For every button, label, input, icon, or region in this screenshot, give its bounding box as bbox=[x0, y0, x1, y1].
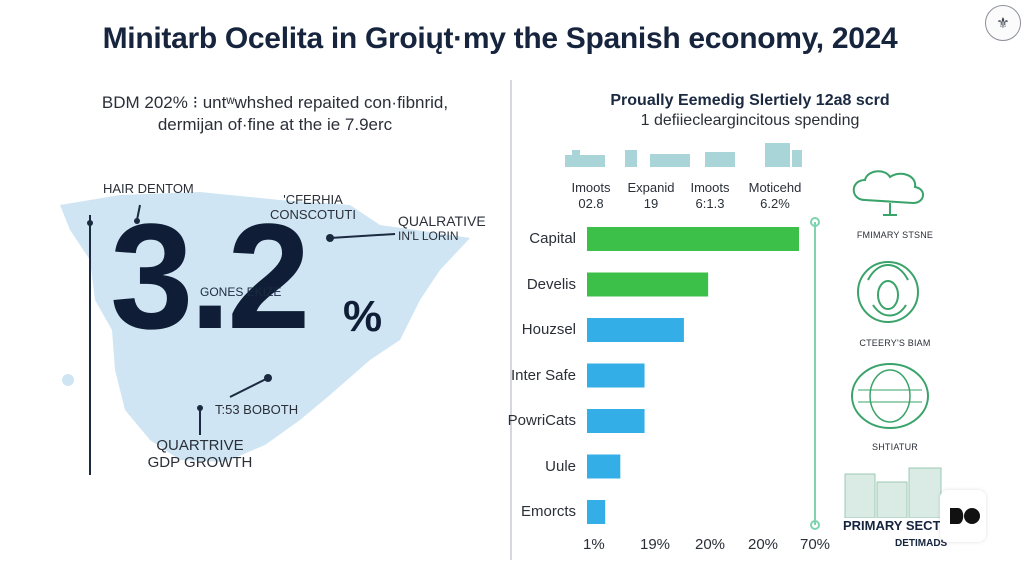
stat-4-value: 6.2% bbox=[760, 196, 790, 211]
side-label-1: FMIMARY STSNE bbox=[856, 230, 934, 240]
x-tick-label: 1% bbox=[583, 536, 605, 553]
primary-sector-sub: DETIMADS bbox=[895, 538, 948, 549]
category-label: Houzsel bbox=[521, 321, 576, 338]
category-label: Develis bbox=[526, 275, 576, 293]
stat-1: Imoots 02.8 bbox=[556, 180, 626, 212]
stat-2-label: Expanid bbox=[627, 180, 675, 195]
coin-icon bbox=[851, 363, 929, 429]
stat-1-value: 02.8 bbox=[578, 196, 604, 211]
left-subtitle-line2: dermijan of·fine at the ie 7.9erc bbox=[157, 115, 393, 134]
side-label-2: CTEERY'S BIAM bbox=[859, 338, 931, 348]
stat-4: Moticehd 6.2% bbox=[740, 180, 810, 212]
x-tick-label: 20% bbox=[748, 536, 779, 553]
chart-subtitle: 1 defiiecleargincitous spending bbox=[640, 112, 860, 129]
left-subtitle-line1: BDM 202% ⁝ untʷwhshed repaited con·fibnr… bbox=[101, 93, 449, 112]
bar-powricats bbox=[587, 409, 645, 433]
spain-map bbox=[60, 192, 470, 475]
brand-logo-icon bbox=[940, 490, 986, 542]
landmark-seal-icon: ⚜ bbox=[985, 5, 1021, 41]
panel-divider bbox=[510, 80, 512, 560]
left-subtitle: BDM 202% ⁝ untʷwhshed repaited con·fibnr… bbox=[60, 92, 490, 136]
stat-3-label: Imoots bbox=[690, 180, 730, 195]
tree-icon bbox=[852, 170, 924, 216]
stat-2: Expanid 19 bbox=[616, 180, 686, 212]
page-title: Minitarb Ocelita in Groiųt·my the Spanis… bbox=[102, 22, 898, 55]
x-tick-label: 70% bbox=[800, 536, 831, 553]
annotation-hair: HAIR DENTOM bbox=[103, 181, 194, 196]
gdp-growth-value: 3.2 bbox=[110, 192, 311, 360]
annotation-gdp-growth: QUARTRIVE GDP GROWTH bbox=[145, 437, 255, 471]
map-shape bbox=[60, 192, 470, 462]
annotation-cferhia: 'CFERHIA CONSCOTUTI bbox=[268, 192, 358, 222]
annotation-cferhia-line2: CONSCOTUTI bbox=[270, 207, 356, 222]
bar-emorcts bbox=[587, 500, 606, 524]
category-label: Emorcts bbox=[520, 503, 576, 520]
center-label: GONES EKIZE bbox=[200, 285, 282, 299]
bar-capital bbox=[587, 227, 799, 251]
annotation-qualitative-line2: IN'L LORIN bbox=[398, 229, 459, 243]
bar-develis bbox=[587, 272, 709, 297]
stat-4-label: Moticehd bbox=[748, 180, 802, 195]
bar-uule bbox=[587, 454, 621, 479]
stat-3-value: 6:1.3 bbox=[695, 196, 725, 211]
stat-1-label: Imoots bbox=[571, 180, 611, 195]
annotation-gdp-line2: GDP GROWTH bbox=[147, 454, 253, 471]
primary-sector-label: PRIMARY SECT bbox=[843, 518, 941, 533]
side-label-3: SHTIATUR bbox=[872, 442, 918, 452]
skyline-icon bbox=[565, 143, 802, 167]
chart-title: Proually Eemedig Slertiely 12a8 scrd bbox=[610, 92, 890, 109]
annotation-qualitative: QUALRATIVE IN'L LORIN bbox=[398, 214, 486, 244]
x-tick-label: 19% bbox=[640, 536, 671, 553]
category-label: Inter Safe bbox=[510, 366, 576, 384]
x-tick-label: 20% bbox=[695, 536, 726, 553]
city-icon bbox=[844, 467, 942, 518]
annotation-ts: T:53 BOBOTH bbox=[215, 402, 299, 417]
annotation-gdp-line1: QUARTRIVE bbox=[156, 437, 244, 454]
annotation-cferhia-line1: 'CFERHIA bbox=[283, 192, 343, 207]
category-label: Capital bbox=[529, 230, 576, 247]
bar-houzsel bbox=[587, 318, 684, 342]
annotation-qualitative-line1: QUALRATIVE bbox=[398, 213, 486, 229]
bar-inter-safe bbox=[587, 363, 645, 388]
leaf-cycle-icon bbox=[857, 261, 919, 323]
stat-2-value: 19 bbox=[643, 196, 659, 211]
category-label: PowriCats bbox=[507, 412, 576, 429]
category-label: Uule bbox=[545, 457, 576, 475]
gdp-growth-unit: % bbox=[343, 292, 383, 341]
stat-3: Imoots 6:1.3 bbox=[675, 180, 745, 212]
